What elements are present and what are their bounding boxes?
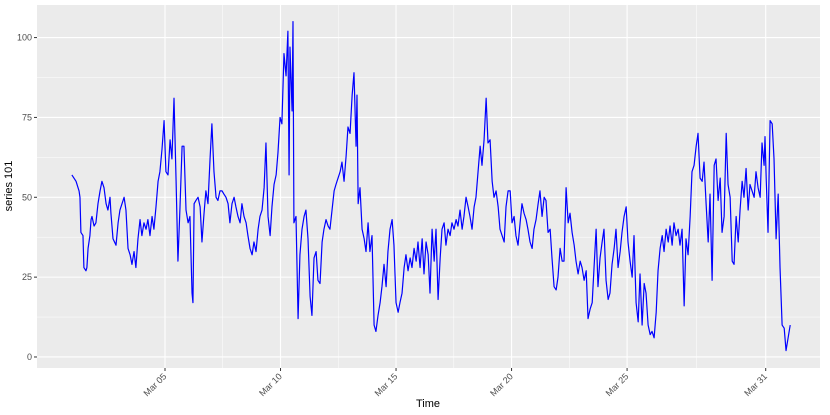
plot-panel — [37, 5, 820, 368]
y-tick-label: 0 — [27, 352, 32, 362]
grid — [37, 5, 820, 368]
y-tick-label: 75 — [22, 112, 32, 122]
x-tick-label: Mar 20 — [488, 371, 515, 398]
line — [71, 21, 791, 352]
x-tick-label: Mar 05 — [142, 371, 169, 398]
x-tick-label: Mar 10 — [257, 371, 284, 398]
marks — [71, 21, 791, 352]
x-axis-title: Time — [416, 398, 440, 410]
y-axis-title: series 101 — [3, 161, 15, 212]
y-tick-label: 50 — [22, 192, 32, 202]
y-tick-label: 25 — [22, 272, 32, 282]
x-tick-label: Mar 31 — [742, 371, 769, 398]
x-tick-label: Mar 15 — [373, 371, 400, 398]
y-tick-label: 100 — [17, 33, 32, 43]
x-tick-label: Mar 25 — [604, 371, 631, 398]
